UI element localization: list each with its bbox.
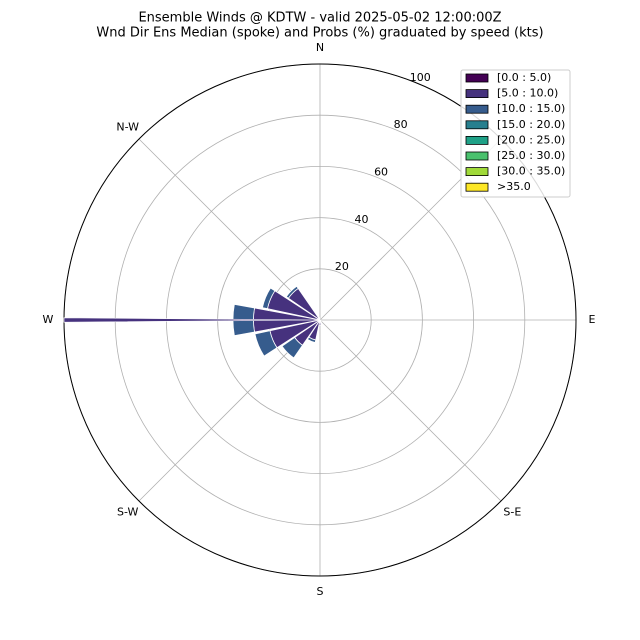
r-tick-label: 20	[335, 260, 349, 273]
legend-swatch	[465, 120, 489, 130]
legend-label: [15.0 : 20.0)	[497, 118, 565, 131]
wind-sector	[318, 317, 321, 321]
r-tick-label: 40	[354, 213, 368, 226]
legend-swatch	[465, 182, 489, 192]
legend-label: >35.0	[497, 180, 531, 193]
legend-swatch	[465, 73, 489, 83]
wind-sector	[285, 285, 299, 299]
direction-label: S-W	[117, 505, 139, 518]
direction-label: E	[589, 313, 596, 326]
wind-sector	[261, 287, 276, 310]
median-spoke	[63, 317, 321, 323]
legend-box	[460, 69, 571, 198]
r-tick-label: 100	[410, 71, 431, 84]
angle-grid-line	[319, 319, 502, 502]
legend-swatch	[465, 89, 489, 98]
legend-label: [30.0 : 35.0)	[497, 165, 565, 178]
legend-label: [0.0 : 5.0)	[497, 71, 551, 84]
angle-grid-line	[138, 138, 321, 321]
legend-swatch	[465, 104, 489, 114]
direction-label: S	[317, 585, 324, 598]
wind-sector	[306, 336, 317, 343]
legend-label: [20.0 : 25.0)	[497, 133, 565, 146]
legend-label: [10.0 : 15.0)	[497, 102, 565, 115]
chart-subtitle: Wnd Dir Ens Median (spoke) and Probs (%)…	[96, 26, 543, 41]
direction-label: S-E	[503, 505, 521, 518]
r-tick-label: 60	[374, 166, 388, 179]
legend-label: [5.0 : 10.0)	[497, 87, 558, 100]
chart-title: Ensemble Winds @ KDTW - valid 2025-05-02…	[138, 11, 501, 26]
wind-sector	[281, 336, 304, 359]
direction-label: N	[316, 41, 324, 54]
legend-swatch	[465, 135, 489, 145]
r-tick-label: 80	[394, 118, 408, 131]
direction-label: W	[43, 313, 54, 326]
legend-swatch	[465, 167, 489, 177]
wind-sector	[254, 330, 278, 357]
legend-swatch	[465, 151, 489, 161]
direction-label: N-W	[116, 121, 139, 134]
legend-label: [25.0 : 30.0)	[497, 149, 565, 162]
